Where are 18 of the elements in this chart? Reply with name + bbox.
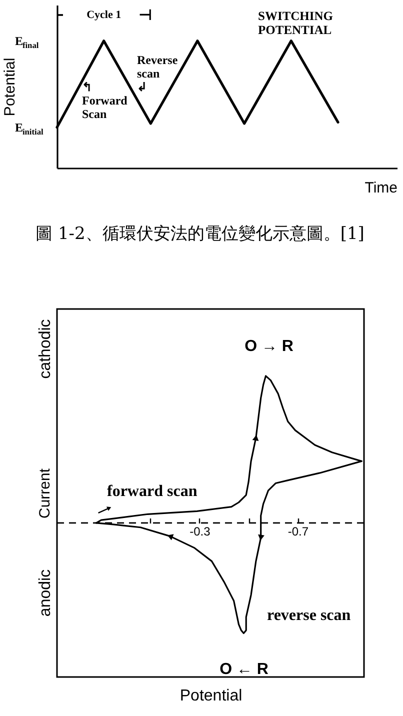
caption: 圖 1-2、循環伏安法的電位變化示意圖。[1] [36,224,364,244]
y-axis-title: Current [36,468,54,519]
text: anodic [37,569,54,617]
x-axis-title: Potential [180,688,242,704]
annotation: Reverse scan ↲ [137,53,178,94]
series-label: reverse scan [267,607,351,624]
series-label: forward scan [107,483,198,500]
x-axis-title: Time [364,180,398,196]
text: O ← R [220,661,269,678]
text: Cycle 1 [86,9,122,21]
x-tick-label: -0.7 [288,524,309,538]
annotation: ↰ Forward Scan [82,80,128,121]
text: SWITCHING POTENTIAL [258,9,334,37]
text: ⊣ [138,6,152,24]
text: O → R [244,338,294,355]
text: cathodic [37,319,54,379]
y-axis-title: Potential [2,58,18,116]
x-tick-label: -0.3 [190,524,211,538]
